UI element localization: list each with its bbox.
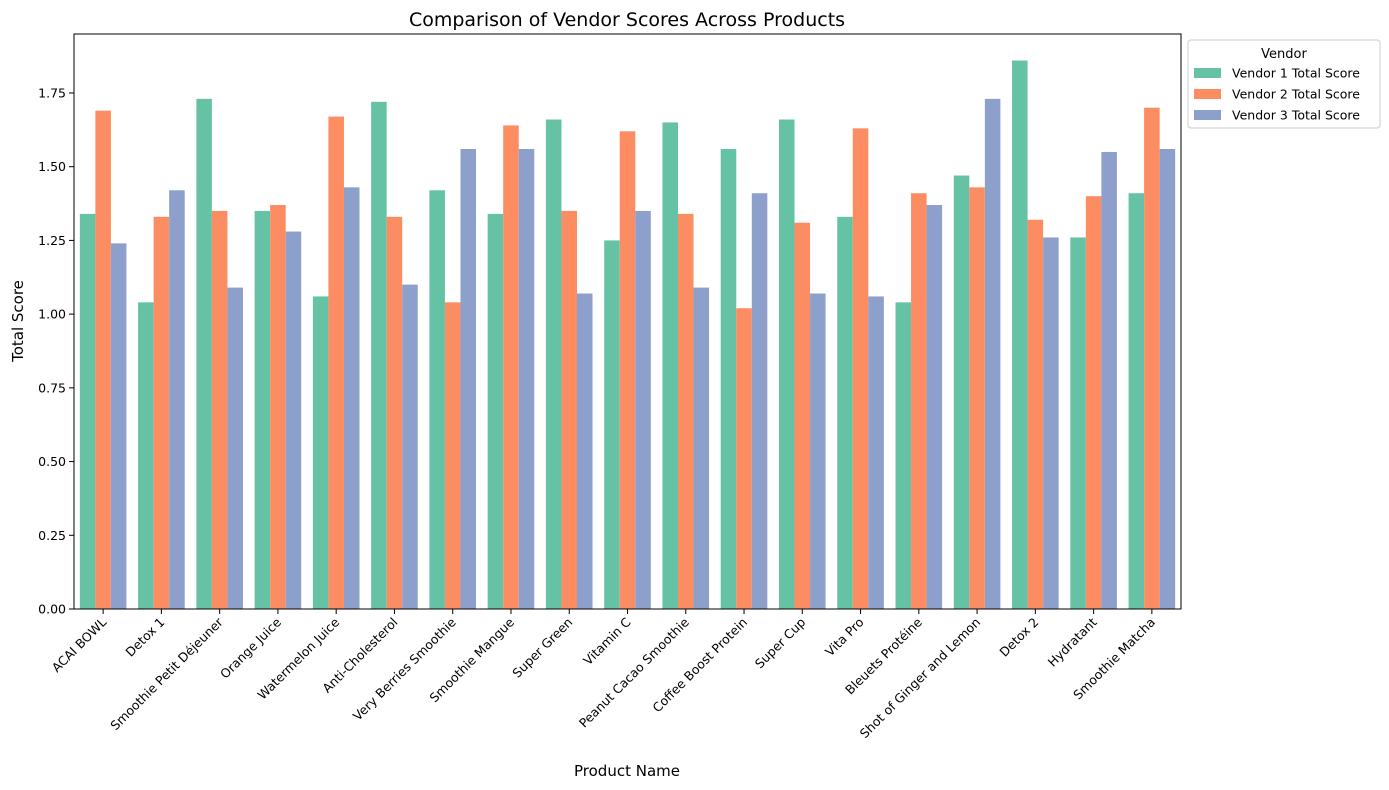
bar xyxy=(371,101,387,610)
bar xyxy=(895,302,912,609)
legend: Vendor Vendor 1 Total Score Vendor 2 Tota… xyxy=(1187,39,1381,129)
bar xyxy=(693,287,710,609)
legend-title: Vendor xyxy=(1261,47,1307,62)
bar xyxy=(911,193,927,609)
x-tick-label: Coffee Boost Protein xyxy=(649,615,750,716)
bar xyxy=(487,213,504,609)
bar xyxy=(545,119,562,609)
legend-label: Vendor 2 Total Score xyxy=(1232,87,1360,102)
bar xyxy=(460,149,477,609)
bar xyxy=(138,302,154,609)
bar xyxy=(386,216,403,610)
bar xyxy=(969,187,985,610)
plot-area xyxy=(79,60,1176,610)
bar xyxy=(343,187,360,610)
bar xyxy=(794,222,811,609)
x-tick-label: Shot of Ginger and Lemon xyxy=(857,615,984,742)
x-tick-label: Very Berries Smoothie xyxy=(350,614,459,723)
bar xyxy=(402,284,418,609)
bar xyxy=(79,213,96,609)
bar xyxy=(778,119,795,609)
bar xyxy=(312,296,329,609)
chart-title: Comparison of Vendor Scores Across Produ… xyxy=(409,9,845,31)
y-tick-label: 0.75 xyxy=(38,380,66,395)
x-tick-label: Smoothie Petit Déjeuner xyxy=(107,614,226,733)
bar xyxy=(211,210,228,609)
bar xyxy=(837,216,853,610)
bar xyxy=(662,122,678,609)
bar xyxy=(953,175,970,610)
y-tick-label: 1.75 xyxy=(38,85,66,100)
bar xyxy=(720,149,737,609)
plot-frame xyxy=(73,33,1182,610)
x-axis-label: Product Name xyxy=(574,762,680,780)
bar xyxy=(635,210,651,609)
y-axis-label: Total Score xyxy=(9,280,27,363)
bar xyxy=(518,149,535,609)
y-tick-label: 0.25 xyxy=(38,528,66,543)
x-tick-label: Detox 2 xyxy=(996,615,1041,660)
bar xyxy=(444,302,461,609)
legend-label: Vendor 1 Total Score xyxy=(1232,66,1360,81)
bar xyxy=(619,131,636,610)
bar xyxy=(736,308,752,609)
y-axis: 0.00 0.25 0.50 0.75 1.00 1.25 1.50 1.75 xyxy=(38,85,74,617)
bar xyxy=(1043,237,1059,609)
bar xyxy=(285,231,302,610)
y-tick-label: 1.25 xyxy=(38,233,66,248)
legend-box xyxy=(1187,39,1381,129)
bar xyxy=(153,216,170,610)
bar xyxy=(751,193,768,609)
bar xyxy=(1070,237,1086,609)
x-tick-label: Peanut Cacao Smoothie xyxy=(576,614,692,730)
x-tick-label: Vitamin C xyxy=(580,614,634,668)
bar xyxy=(227,287,243,609)
bar xyxy=(169,190,185,610)
x-tick-label: ACAI BOWL xyxy=(49,614,110,675)
bar xyxy=(852,128,869,609)
x-tick-label: Super Green xyxy=(509,615,575,681)
bar xyxy=(926,205,943,609)
bar xyxy=(868,296,884,609)
legend-swatch xyxy=(1194,110,1221,120)
bar xyxy=(1159,149,1176,609)
bar xyxy=(95,110,111,610)
bar xyxy=(1027,219,1044,609)
y-tick-label: 0.50 xyxy=(38,454,66,469)
bar xyxy=(110,243,127,609)
x-tick-label: Vita Pro xyxy=(822,615,867,660)
bar xyxy=(810,293,826,609)
bar xyxy=(1101,151,1117,609)
bar xyxy=(604,240,620,609)
bar xyxy=(328,116,344,610)
bar xyxy=(1012,60,1028,610)
bar xyxy=(1144,107,1160,609)
legend-swatch xyxy=(1194,89,1221,99)
y-tick-label: 0.00 xyxy=(38,602,66,617)
x-tick-label: Super Cup xyxy=(752,614,809,671)
bar xyxy=(561,210,578,609)
y-tick-label: 1.50 xyxy=(38,159,66,174)
x-tick-label: Hydratant xyxy=(1045,614,1100,669)
bar xyxy=(196,98,212,609)
bar xyxy=(577,293,593,609)
y-tick-label: 1.00 xyxy=(38,307,66,322)
bar xyxy=(270,205,286,609)
bar xyxy=(254,210,271,609)
bar xyxy=(1128,193,1145,609)
bar xyxy=(677,213,694,609)
legend-label: Vendor 3 Total Score xyxy=(1232,108,1360,123)
x-tick-label: Detox 1 xyxy=(122,615,167,660)
bar xyxy=(984,98,1001,609)
legend-swatch xyxy=(1194,68,1221,78)
bar xyxy=(503,125,519,610)
bar xyxy=(1085,196,1102,609)
bar xyxy=(429,190,445,610)
